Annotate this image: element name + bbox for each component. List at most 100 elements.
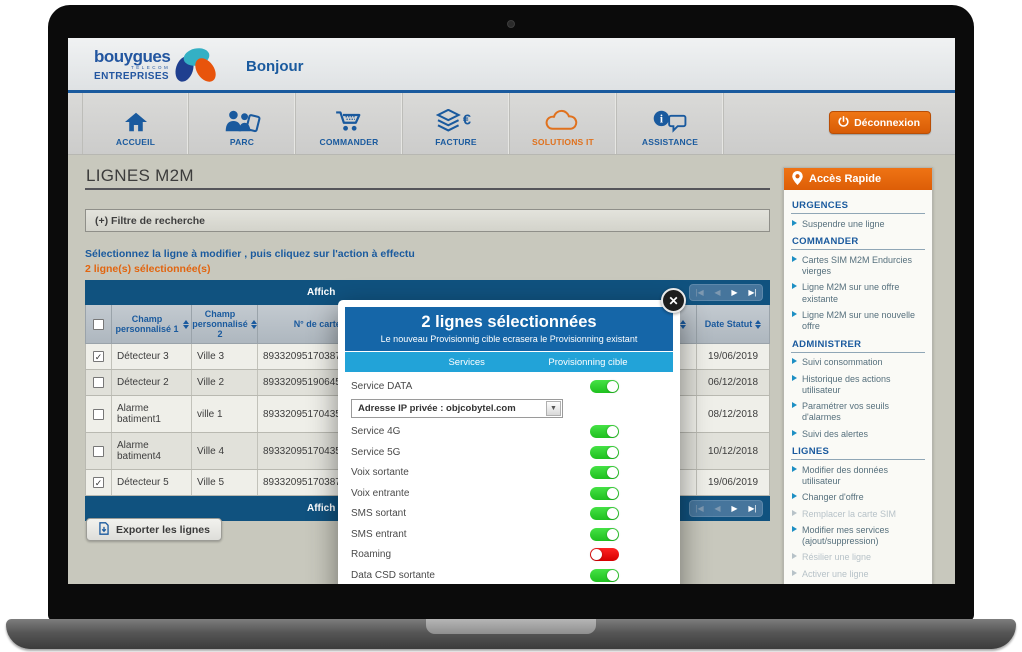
chevron-right-icon <box>792 374 797 381</box>
next-page-icon[interactable]: ▶ <box>731 287 738 297</box>
chevron-right-icon <box>792 402 797 408</box>
row-checkbox[interactable] <box>93 351 104 362</box>
tab-parc[interactable]: PARC <box>189 93 296 154</box>
prev-page-icon[interactable]: ◀ <box>714 287 721 297</box>
select-all-cell[interactable] <box>86 305 112 343</box>
toggle-sms-entrant[interactable] <box>590 527 619 541</box>
tab-assistance[interactable]: i ASSISTANCE <box>617 93 724 154</box>
ip-address-value: Adresse IP privée : objcobytel.com <box>358 402 516 414</box>
link-label: Résilier une ligne <box>802 552 872 563</box>
chevron-right-icon <box>792 525 797 532</box>
column-header-date-statut[interactable]: Date Statut <box>697 305 769 343</box>
service-label: SMS sortant <box>351 508 407 520</box>
tab-solutions-it[interactable]: SOLUTIONS IT <box>510 93 617 154</box>
cell-champ1: Alarme batiment4 <box>112 433 192 469</box>
quick-access-panel: Accès Rapide URGENCES Suspendre une lign… <box>783 167 933 584</box>
prev-page-icon[interactable]: ◀ <box>714 503 721 513</box>
tab-label: FACTURE <box>435 137 477 147</box>
chevron-right-icon <box>792 493 797 500</box>
service-label: SMS entrant <box>351 528 407 540</box>
sidebar-link-resilier-ligne[interactable]: Résilier une ligne <box>791 550 925 566</box>
link-label: Changer d'offre <box>802 492 864 503</box>
column-header-champ2[interactable]: Champ personnalisé 2 <box>192 305 258 343</box>
cell-champ2: Ville 3 <box>192 344 258 369</box>
cell-date: 08/12/2018 <box>707 408 759 420</box>
chevron-right-icon <box>792 509 797 516</box>
cell-champ2: Ville 5 <box>192 470 258 495</box>
close-icon[interactable]: ✕ <box>661 288 686 313</box>
search-filter-toggle[interactable]: (+) Filtre de recherche <box>85 209 770 232</box>
modal-subtitle: Le nouveau Provisionnig cible ecrasera l… <box>380 334 638 344</box>
svg-text:€: € <box>463 112 471 128</box>
chevron-down-icon: ▼ <box>546 400 561 416</box>
sidebar-link-activer-ligne[interactable]: Activer une ligne <box>791 566 925 582</box>
link-label: Suspendre une ligne <box>802 218 885 229</box>
column-header-champ1[interactable]: Champ personnalisé 1 <box>112 305 192 343</box>
tab-facture[interactable]: € FACTURE <box>403 93 510 154</box>
toggle-data-csd-sortante[interactable] <box>590 568 619 582</box>
sort-icon <box>250 319 257 329</box>
toggle-service-data[interactable] <box>590 379 619 393</box>
column-label: Champ personnalisé 2 <box>192 309 248 339</box>
page-title: LIGNES M2M <box>86 166 194 185</box>
first-page-icon[interactable]: |◀ <box>695 287 704 297</box>
sidebar-link-modifier-services[interactable]: Modifier mes services (ajout/suppression… <box>791 522 925 550</box>
sidebar-link-ligne-offre-existante[interactable]: Ligne M2M sur une offre existante <box>791 280 925 308</box>
export-lines-button[interactable]: Exporter les lignes <box>86 518 222 541</box>
sort-icon <box>183 319 189 329</box>
cell-champ2: Ville 2 <box>192 370 258 395</box>
sidebar-link-ligne-nouvelle-offre[interactable]: Ligne M2M sur une nouvelle offre <box>791 307 925 335</box>
quick-access-title: Accès Rapide <box>809 173 882 185</box>
sidebar-link-changer-offre[interactable]: Changer d'offre <box>791 490 925 506</box>
logout-button[interactable]: Déconnexion <box>829 111 931 134</box>
section-title-administrer: ADMINISTRER <box>791 335 925 353</box>
sidebar-link-suivi-alertes[interactable]: Suivi des alertes <box>791 426 925 442</box>
laptop-hinge-notch <box>426 619 596 634</box>
link-label: Modifier des données utilisateur <box>802 464 889 486</box>
services-column-label: Services <box>448 356 485 368</box>
link-label: Paramétrer vos seuils d'alarmes <box>802 401 890 423</box>
toggle-sms-sortant[interactable] <box>590 507 619 521</box>
tab-commander[interactable]: COMMANDER <box>296 93 403 154</box>
first-page-icon[interactable]: |◀ <box>695 503 704 513</box>
toggle-service-5g[interactable] <box>590 445 619 459</box>
last-page-icon[interactable]: ▶| <box>748 287 757 297</box>
ip-address-select[interactable]: Adresse IP privée : objcobytel.com ▼ <box>351 398 563 418</box>
sidebar-link-transferer-ligne[interactable]: Transférer ligne vers un autre C.F <box>791 582 925 584</box>
toggle-voix-sortante[interactable] <box>590 466 619 480</box>
chevron-right-icon <box>792 553 797 560</box>
toggle-voix-entrante[interactable] <box>590 486 619 500</box>
quick-access-header: Accès Rapide <box>784 168 932 190</box>
last-page-icon[interactable]: ▶| <box>748 503 757 513</box>
tab-label: SOLUTIONS IT <box>532 137 594 147</box>
sidebar-link-suspendre-une-ligne[interactable]: Suspendre une ligne <box>791 216 925 232</box>
toggle-service-4g[interactable] <box>590 425 619 439</box>
row-checkbox[interactable] <box>93 408 104 420</box>
export-icon <box>98 521 110 538</box>
next-page-icon[interactable]: ▶ <box>731 503 738 513</box>
sidebar-link-historique-actions[interactable]: Historique des actions utilisateur <box>791 371 925 399</box>
cell-date: 19/06/2019 <box>707 351 759 362</box>
sidebar-link-cartes-sim[interactable]: Cartes SIM M2M Endurcies vierges <box>791 252 925 280</box>
tab-accueil[interactable]: ACCUEIL <box>82 93 189 154</box>
cell-champ2: ville 1 <box>192 396 258 432</box>
sidebar-link-modifier-donnees[interactable]: Modifier des données utilisateur <box>791 462 925 490</box>
select-all-checkbox[interactable] <box>93 318 104 330</box>
sidebar-link-suivi-consommation[interactable]: Suivi consommation <box>791 355 925 371</box>
main-nav: ACCUEIL PARC COMMANDER € FACTURE SOLUTIO… <box>68 93 955 155</box>
service-row-roaming: Roaming <box>347 545 671 566</box>
modal-title: 2 lignes sélectionnées <box>421 313 597 331</box>
sidebar-link-seuils-alarmes[interactable]: Paramétrer vos seuils d'alarmes <box>791 399 925 427</box>
sidebar-link-remplacer-carte-sim[interactable]: Remplacer la carte SIM <box>791 506 925 522</box>
cloud-icon <box>543 109 583 133</box>
row-checkbox[interactable] <box>93 477 104 488</box>
modal-column-headers: Services Provisionning cible <box>345 352 673 372</box>
row-checkbox[interactable] <box>93 445 104 457</box>
site-header: bouygues TELECOM ENTREPRISES Bonjour <box>68 38 955 93</box>
row-checkbox[interactable] <box>93 377 104 388</box>
title-divider <box>85 188 770 190</box>
tab-label: ASSISTANCE <box>641 137 699 147</box>
chevron-right-icon <box>792 429 797 436</box>
greeting-text: Bonjour <box>246 58 304 75</box>
toggle-roaming[interactable] <box>590 548 619 562</box>
